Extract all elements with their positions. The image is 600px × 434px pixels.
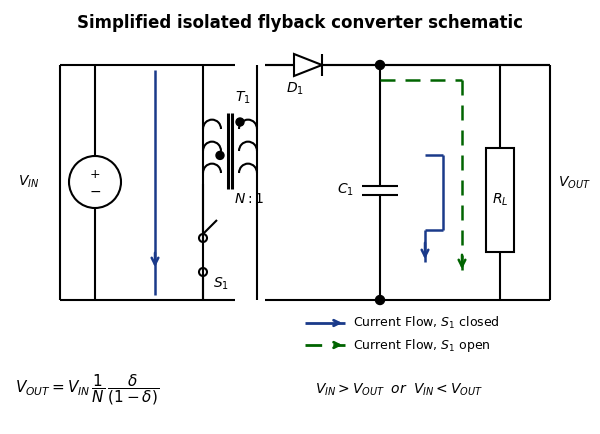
Text: Current Flow, $S_1$ open: Current Flow, $S_1$ open (353, 336, 491, 354)
Polygon shape (294, 54, 322, 76)
Circle shape (236, 118, 244, 126)
Text: $V_{OUT}$: $V_{OUT}$ (558, 174, 591, 191)
Text: $V_{OUT} = V_{IN}\,\dfrac{1}{N}\,\dfrac{\delta}{(1-\delta)}$: $V_{OUT} = V_{IN}\,\dfrac{1}{N}\,\dfrac{… (15, 373, 159, 408)
Text: $D_1$: $D_1$ (286, 81, 304, 97)
Text: $-$: $-$ (89, 184, 101, 198)
Circle shape (376, 296, 385, 305)
Bar (486, 148, 514, 252)
Text: $V_{IN} > V_{OUT}\;$ or $\;V_{IN} < V_{OUT}$: $V_{IN} > V_{OUT}\;$ or $\;V_{IN} < V_{O… (315, 382, 483, 398)
Text: $C_1$: $C_1$ (337, 182, 354, 198)
Text: Current Flow, $S_1$ closed: Current Flow, $S_1$ closed (353, 315, 500, 331)
Text: $T_1$: $T_1$ (235, 89, 251, 106)
Circle shape (216, 151, 224, 159)
Text: $S_1$: $S_1$ (213, 276, 229, 293)
Text: +: + (89, 168, 100, 181)
Text: $R_L$: $R_L$ (492, 192, 508, 208)
Text: $N:1$: $N:1$ (234, 192, 264, 206)
Circle shape (376, 60, 385, 69)
Text: $V_{IN}$: $V_{IN}$ (18, 174, 40, 190)
Text: Simplified isolated flyback converter schematic: Simplified isolated flyback converter sc… (77, 14, 523, 32)
